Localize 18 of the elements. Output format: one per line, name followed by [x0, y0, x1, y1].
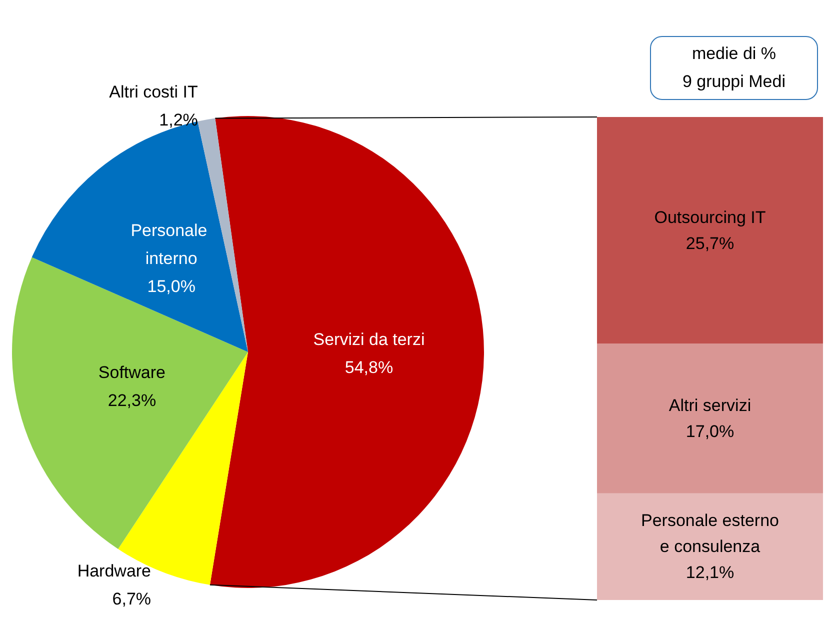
data-label: 6,7%: [112, 589, 152, 608]
series-label: Outsourcing IT: [654, 208, 766, 227]
data-label: 1,2%: [159, 110, 198, 130]
slice-label: Software: [98, 362, 166, 382]
data-label: 15,0%: [147, 276, 196, 296]
data-label: 54,8%: [344, 358, 394, 377]
data-label: 12,1%: [686, 563, 734, 582]
series-label: Personale esterno e consulenza: [641, 511, 779, 556]
slice-label: Personale interno: [130, 220, 212, 268]
text: 9 gruppi Medi: [681, 71, 786, 93]
data-label: 22,3%: [108, 390, 156, 410]
slice-label: Servizi da terzi: [313, 330, 425, 349]
series-label: Altri servizi: [668, 396, 752, 415]
data-label: 25,7%: [686, 234, 734, 253]
data-label: 17,0%: [686, 422, 734, 441]
slice-label: Hardware: [77, 561, 152, 580]
slice-label: Altri costi IT: [109, 82, 198, 102]
text: medie di %: [690, 43, 778, 65]
